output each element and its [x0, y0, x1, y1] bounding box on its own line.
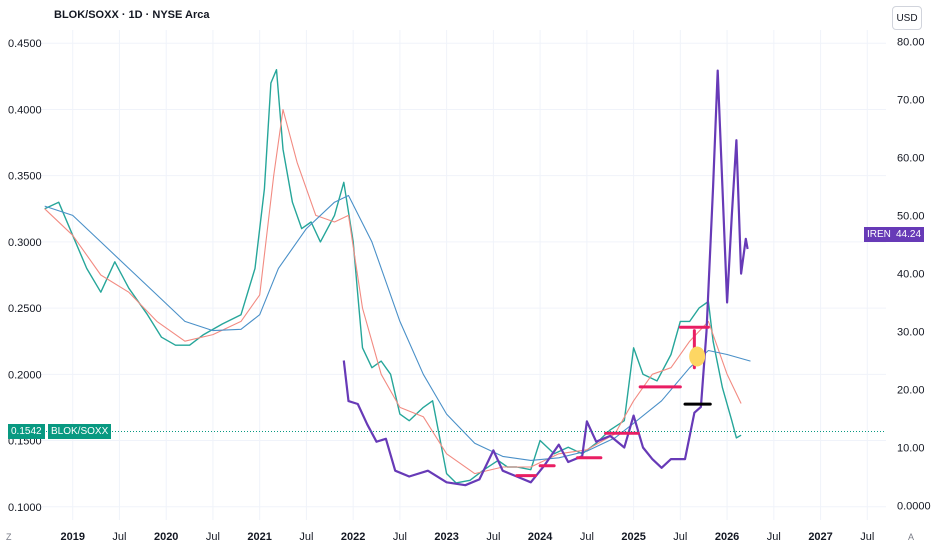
time-tick-label: Jul — [112, 531, 126, 543]
zoom-toggle[interactable]: Z — [6, 532, 12, 542]
time-tick-label: Jul — [860, 531, 874, 543]
right-tick-label: 60.00 — [897, 153, 925, 165]
right-tick-label: 20.00 — [897, 385, 925, 397]
left-tick-label: 0.4500 — [8, 38, 42, 50]
series-line-0 — [44, 69, 742, 484]
left-tick-label: 0.1000 — [8, 502, 42, 514]
time-tick-label: Jul — [580, 531, 594, 543]
time-tick-label: 2022 — [341, 531, 365, 543]
time-tick-label: Jul — [673, 531, 687, 543]
left-tick-label: 0.2500 — [8, 303, 42, 315]
currency-button[interactable]: USD — [892, 6, 922, 30]
iren-symbol-badge: IREN — [864, 227, 894, 242]
time-tick-label: 2026 — [715, 531, 739, 543]
annotation-layer — [515, 325, 712, 478]
highlight-blob — [689, 346, 706, 367]
left-tick-label: 0.3500 — [8, 171, 42, 183]
right-tick-label: 80.00 — [897, 37, 925, 49]
right-tick-label: 40.00 — [897, 269, 925, 281]
time-tick-label: 2020 — [154, 531, 178, 543]
time-tick-label: Jul — [393, 531, 407, 543]
left-price-axis: 0.4500 0.4000 0.3500 0.3000 0.2500 0.2000 0.15… — [8, 38, 42, 514]
time-tick-label: 2025 — [621, 531, 645, 543]
left-tick-label: 0.2000 — [8, 369, 42, 381]
time-tick-label: 2021 — [247, 531, 271, 543]
series-layer — [44, 69, 751, 487]
time-tick-label: 2023 — [434, 531, 458, 543]
time-axis: 2019 Jul 2020 Jul 2021 Jul 2022 Jul 2023 Jul 2024 J… — [60, 531, 874, 543]
grid — [40, 30, 886, 520]
time-tick-label: Jul — [299, 531, 313, 543]
time-tick-label: Jul — [206, 531, 220, 543]
right-tick-label: 30.00 — [897, 327, 925, 339]
left-tick-label: 0.4000 — [8, 104, 42, 116]
series-line-3 — [342, 69, 749, 487]
time-tick-label: 2024 — [528, 531, 553, 543]
time-tick-label: 2019 — [60, 531, 84, 543]
right-price-axis: 80.00 70.00 60.00 50.00 40.00 30.00 20.00 10.00… — [897, 37, 931, 513]
iren-value-badge: 44.24 — [893, 227, 925, 242]
time-tick-label: Jul — [767, 531, 781, 543]
series-line-2 — [44, 194, 751, 461]
time-tick-label: 2027 — [808, 531, 832, 543]
series-line-1 — [44, 108, 742, 475]
right-tick-label: 50.00 — [897, 211, 925, 223]
auto-scale-toggle[interactable]: A — [908, 532, 915, 542]
right-tick-label: 10.00 — [897, 443, 925, 455]
right-tick-label: 70.00 — [897, 95, 925, 107]
left-tick-label: 0.3000 — [8, 237, 42, 249]
symbol-badge: BLOK/SOXX — [48, 424, 112, 439]
time-tick-label: Jul — [486, 531, 500, 543]
right-tick-label: 0.0000 — [897, 501, 931, 513]
chart-title: BLOK/SOXX · 1D · NYSE Arca — [54, 9, 210, 21]
last-value-badge: 0.1542 — [8, 424, 45, 439]
